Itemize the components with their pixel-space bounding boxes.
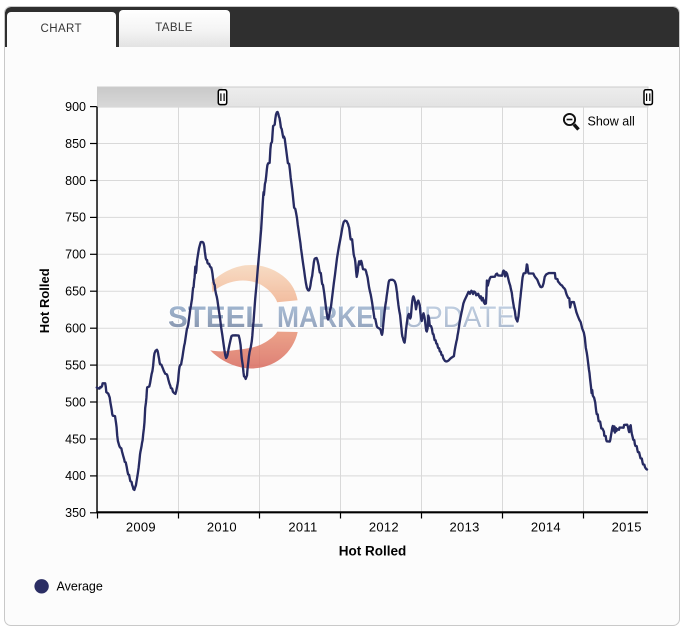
- svg-text:450: 450: [65, 432, 86, 446]
- svg-text:900: 900: [65, 100, 86, 114]
- svg-text:2012: 2012: [369, 520, 399, 535]
- svg-text:850: 850: [65, 137, 86, 151]
- svg-text:650: 650: [65, 285, 86, 299]
- svg-text:750: 750: [65, 211, 86, 225]
- svg-text:Hot Rolled: Hot Rolled: [339, 544, 407, 559]
- svg-text:2014: 2014: [531, 520, 561, 535]
- svg-text:550: 550: [65, 358, 86, 372]
- svg-text:Hot Rolled: Hot Rolled: [37, 268, 52, 333]
- svg-text:500: 500: [65, 395, 86, 409]
- svg-text:2009: 2009: [126, 520, 156, 535]
- svg-text:2011: 2011: [288, 520, 317, 535]
- svg-text:Average: Average: [57, 580, 103, 594]
- svg-text:Show all: Show all: [588, 115, 635, 129]
- svg-text:700: 700: [65, 248, 86, 262]
- svg-text:350: 350: [65, 506, 86, 520]
- svg-text:400: 400: [65, 469, 86, 483]
- svg-text:STEEL: STEEL: [168, 301, 264, 334]
- svg-text:2010: 2010: [207, 520, 237, 535]
- svg-text:2015: 2015: [612, 520, 642, 535]
- svg-text:800: 800: [65, 174, 86, 188]
- svg-text:600: 600: [65, 322, 86, 336]
- svg-text:2013: 2013: [450, 520, 480, 535]
